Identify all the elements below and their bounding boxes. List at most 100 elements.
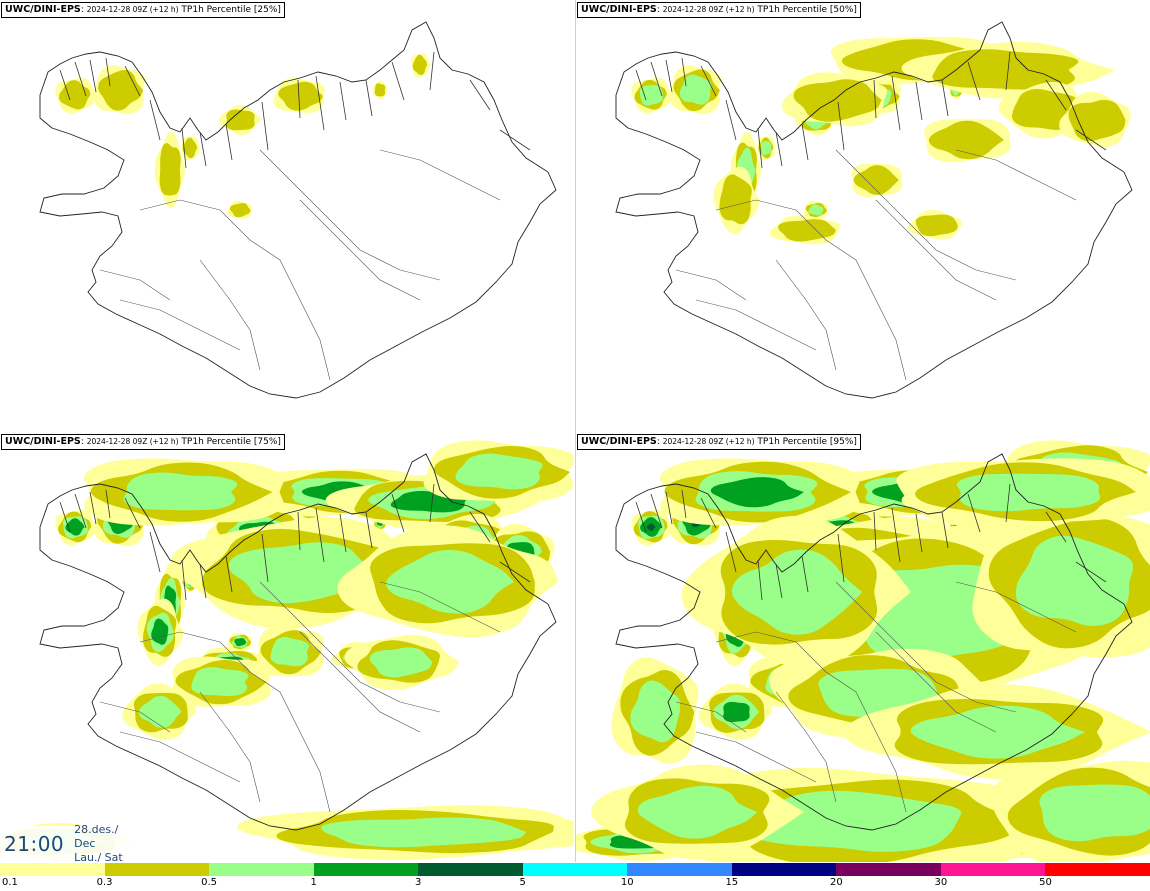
fjord-line [74,61,87,97]
fjord-line [775,131,783,167]
region-boundary [199,259,261,371]
legend-tick-label: 10 [620,877,634,888]
precip-contour [58,80,91,110]
precip-contour [719,174,752,225]
fjord-line [499,129,531,151]
coastline [615,453,1133,831]
fjord-line [499,561,531,583]
fjord-line [365,511,373,549]
legend-swatch [0,863,105,876]
valid-time: 21:00 [4,832,65,856]
precip-contour [386,550,514,614]
precip-contour [1015,535,1134,626]
precip-contour [639,85,663,106]
region-boundary [299,631,421,733]
precip-contour [138,695,182,728]
region-boundary [695,299,817,351]
fjord-line [365,79,373,117]
fjord-line [225,555,233,593]
precip-contour [236,639,244,645]
fjord-line [650,493,663,529]
precip-contour [320,817,527,848]
precip-contour [744,790,962,852]
fjord-line [74,493,87,529]
region-boundary [675,269,747,301]
model-name: UWC/DINI-EPS [5,436,81,447]
fjord-line [1005,483,1011,523]
model-name: UWC/DINI-EPS [581,4,657,15]
fjord-line [89,491,97,525]
legend-tick-label: 0.3 [96,877,113,888]
legend-swatch [940,863,1046,876]
legend-tick-label: 15 [725,877,739,888]
valid-date-block: 28.des./ Dec Lau./ Sat [74,823,138,865]
precip-map-p75 [0,432,574,862]
legend-swatch [731,863,837,876]
fjord-line [149,531,161,573]
precip-contour [761,141,772,156]
fjord-line [469,79,491,111]
fjord-line [124,65,141,97]
fjord-line [837,533,845,583]
fjord-line [315,75,325,131]
precip-contour [455,453,543,490]
map-panel-p25: UWC/DINI-EPS: 2024-12-28 09Z (+12 h) TP1… [0,0,574,430]
fjord-line [941,511,949,549]
precip-contour [731,549,863,635]
precip-contour [723,701,750,723]
fjord-line [635,501,647,533]
run-time: 2024-12-28 09Z (+12 h) [86,437,179,446]
region-boundary [259,581,441,713]
fjord-line [59,69,71,101]
legend-tick-label: 3 [414,877,422,888]
map-background [0,0,574,430]
fjord-line [700,497,717,529]
precip-contour [191,667,249,696]
fjord-line [650,61,663,97]
fjord-line [1075,129,1107,151]
precip-contour [853,165,899,195]
legend-swatch [313,863,419,876]
precip-contour [793,79,882,122]
fjord-line [873,511,877,551]
panel-divider [575,0,576,862]
region-boundary [139,631,331,813]
fjord-line [297,511,301,551]
fjord-line [1005,51,1011,91]
model-name: UWC/DINI-EPS [581,436,657,447]
valid-date: 28.des./ Dec [74,823,119,850]
precip-contour [630,680,681,743]
coastline [615,21,1133,399]
precip-contour [412,54,428,76]
fjord-line [915,81,923,121]
fjord-line [757,127,763,169]
precip-contour [159,143,181,196]
fjord-line [1045,511,1067,543]
fjord-line [469,511,491,543]
fjord-line [665,491,673,525]
fjord-line [59,501,71,533]
fjord-line [681,57,687,87]
fjord-line [891,75,901,131]
fjord-line [837,101,845,151]
fjord-line [967,493,981,533]
region-boundary [695,731,817,783]
fjord-line [1045,79,1067,111]
precip-contour [637,785,758,839]
field-name: TP1h Percentile [25%] [181,5,281,15]
fjord-line [199,131,207,167]
precip-contour [646,523,656,531]
run-time: 2024-12-28 09Z (+12 h) [662,5,755,14]
panel-title-p25: UWC/DINI-EPS: 2024-12-28 09Z (+12 h) TP1… [1,2,285,18]
valid-day: Lau./ Sat [74,851,123,864]
panel-title-p75: UWC/DINI-EPS: 2024-12-28 09Z (+12 h) TP1… [1,434,285,450]
run-time: 2024-12-28 09Z (+12 h) [86,5,179,14]
fjord-line [941,79,949,117]
precip-contour [928,120,1004,160]
fjord-line [725,99,737,141]
region-boundary [675,701,747,733]
precip-contour [278,81,324,111]
region-boundary [955,149,1077,201]
map-panel-p95: UWC/DINI-EPS: 2024-12-28 09Z (+12 h) TP1… [576,432,1150,862]
fjord-line [700,65,717,97]
